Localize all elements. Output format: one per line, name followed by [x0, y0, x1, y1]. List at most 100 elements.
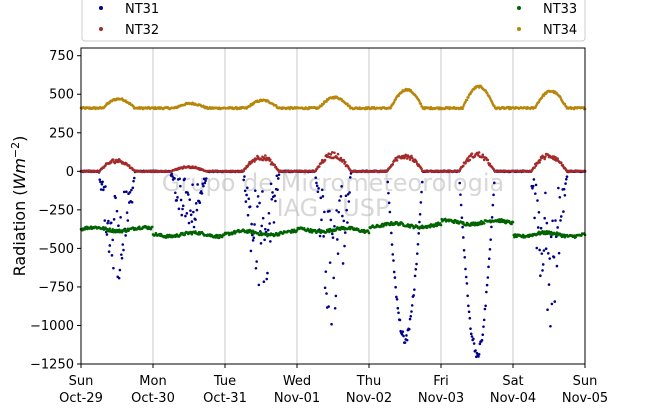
- data-point: [410, 310, 413, 313]
- data-point: [339, 156, 343, 160]
- data-point: [390, 243, 394, 246]
- data-point: [551, 219, 554, 223]
- data-point: [540, 252, 544, 255]
- legend: NT31 NT32 NT33 NT34: [81, 0, 586, 42]
- data-point: [345, 208, 348, 212]
- data-point: [110, 254, 114, 257]
- data-point: [246, 213, 250, 217]
- data-point: [99, 188, 103, 191]
- data-point: [320, 218, 323, 222]
- data-point: [272, 221, 276, 224]
- data-point: [248, 104, 252, 108]
- data-point: [452, 221, 456, 225]
- data-point: [277, 173, 281, 176]
- data-point: [414, 268, 418, 271]
- data-point: [183, 177, 186, 181]
- data-point: [348, 176, 352, 179]
- data-point: [563, 193, 567, 197]
- data-point: [104, 185, 107, 188]
- data-point: [185, 212, 189, 215]
- data-point: [245, 193, 248, 197]
- data-point: [420, 180, 424, 184]
- data-point: [247, 197, 251, 201]
- data-point: [250, 231, 253, 235]
- data-point: [562, 210, 565, 213]
- data-point: [482, 325, 485, 328]
- data-point: [465, 98, 469, 102]
- data-point: [480, 338, 484, 342]
- data-point: [418, 100, 421, 103]
- data-point: [396, 306, 400, 310]
- data-point: [419, 201, 423, 204]
- legend-label-nt34: NT34: [543, 23, 577, 38]
- data-point: [467, 304, 470, 308]
- data-point: [256, 205, 259, 208]
- data-point: [332, 276, 336, 280]
- data-point: [549, 324, 552, 328]
- x-tick-date: Nov-05: [562, 391, 608, 406]
- data-point: [542, 249, 546, 252]
- data-point: [246, 186, 249, 190]
- data-point: [256, 195, 260, 198]
- data-point: [477, 352, 481, 356]
- data-point: [420, 167, 423, 170]
- data-point: [200, 192, 204, 195]
- x-tick-day: Thu: [356, 374, 381, 389]
- data-point: [173, 177, 176, 180]
- data-point: [481, 333, 485, 337]
- data-point: [435, 224, 438, 228]
- y-axis-label-close: ): [10, 136, 29, 142]
- data-point: [543, 230, 546, 233]
- data-point: [554, 219, 557, 222]
- data-point: [545, 221, 549, 225]
- data-point: [250, 222, 253, 226]
- data-point: [198, 201, 202, 205]
- data-point: [128, 191, 132, 194]
- data-point: [410, 304, 414, 307]
- data-point: [320, 188, 324, 192]
- data-point: [322, 235, 325, 238]
- data-point: [176, 196, 179, 199]
- data-point: [130, 201, 134, 204]
- data-point: [260, 224, 264, 228]
- data-point: [318, 234, 322, 238]
- data-point: [346, 192, 350, 196]
- series-nt33: [79, 217, 587, 240]
- data-point: [482, 222, 486, 225]
- x-tick-date: Nov-03: [418, 391, 464, 406]
- data-point: [115, 209, 119, 213]
- data-point: [98, 178, 102, 181]
- y-axis-label-text: Radiation (: [10, 189, 29, 276]
- data-point: [179, 184, 182, 188]
- data-point: [463, 255, 467, 259]
- x-tick-date: Oct-31: [203, 391, 247, 406]
- data-point: [258, 201, 261, 205]
- data-point: [253, 189, 257, 192]
- data-point: [389, 107, 392, 110]
- data-point: [472, 342, 476, 345]
- data-point: [486, 276, 490, 279]
- x-tick-day: Wed: [283, 374, 311, 389]
- y-axis-label: Radiation (Wm−2): [9, 136, 29, 277]
- data-point: [319, 196, 323, 200]
- data-point: [343, 231, 347, 234]
- data-point: [117, 224, 120, 228]
- data-point: [248, 205, 252, 208]
- x-axis: Sun Oct-29 Mon Oct-30 Tue Oct-31 Wed Nov-01 Thu N…: [59, 364, 608, 406]
- data-point: [106, 221, 109, 225]
- y-tick-label: 0: [66, 165, 74, 180]
- data-point: [276, 177, 280, 180]
- data-point: [564, 182, 567, 185]
- data-point: [544, 191, 547, 195]
- data-point: [539, 226, 543, 230]
- data-point: [112, 158, 115, 162]
- plot-area: [81, 48, 585, 364]
- data-point: [125, 190, 128, 193]
- data-point: [108, 244, 112, 247]
- data-point: [216, 233, 220, 237]
- data-point: [181, 204, 185, 208]
- data-point: [459, 193, 462, 196]
- data-point: [321, 195, 325, 198]
- data-point: [269, 240, 272, 243]
- y-tick-label: −500: [38, 242, 74, 257]
